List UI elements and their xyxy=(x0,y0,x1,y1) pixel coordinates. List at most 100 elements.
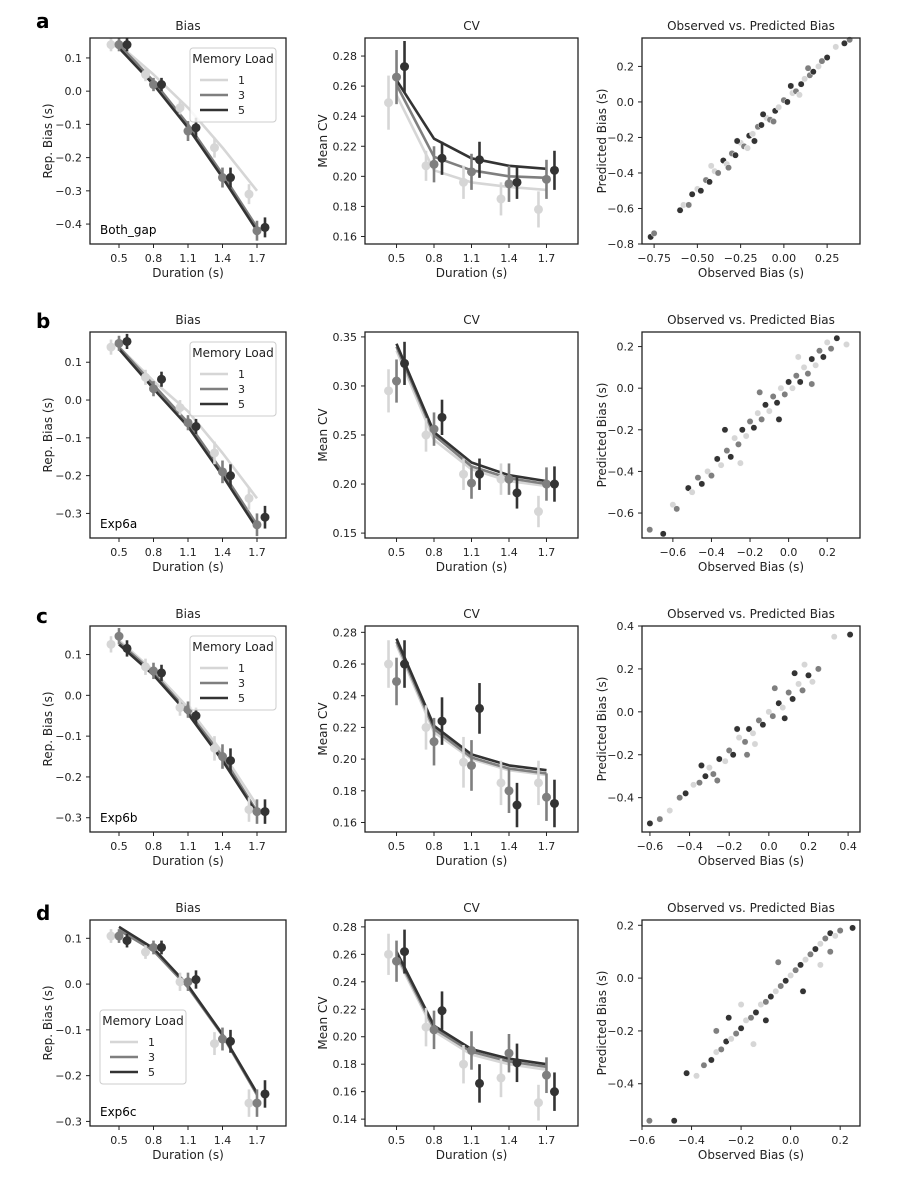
data-point-load-3 xyxy=(504,179,514,189)
scatter-point xyxy=(737,1001,745,1008)
data-point-load-3 xyxy=(467,478,476,488)
data-point-load-3 xyxy=(252,520,262,530)
scatter-point xyxy=(676,794,684,802)
scatter-panel: Observed vs. Predicted Bias 0.2 0.0 −0.2 −0.… xyxy=(595,313,861,574)
legend-box xyxy=(189,635,277,711)
data-point-load-5 xyxy=(122,40,132,50)
scatter-point xyxy=(725,747,733,754)
scatter-point xyxy=(713,455,721,463)
scatter-point xyxy=(731,151,739,159)
data-point-load-1 xyxy=(459,469,468,479)
y-tick-label: 0.1 xyxy=(65,932,83,945)
y-tick-label: 0.26 xyxy=(333,658,358,671)
scatter-point xyxy=(714,169,722,177)
x-tick-label: 1.1 xyxy=(463,1134,481,1147)
plot-frame xyxy=(364,331,579,539)
scatter-point xyxy=(808,355,816,363)
data-point-load-1 xyxy=(141,70,151,80)
y-tick-label: −0.1 xyxy=(55,118,82,131)
data-point-load-5 xyxy=(475,469,484,479)
data-point-load-5 xyxy=(260,222,270,232)
scatter-point xyxy=(646,526,654,534)
scatter-point xyxy=(785,689,793,696)
x-tick-label: 1.7 xyxy=(538,252,556,265)
scatter-point xyxy=(805,671,812,679)
data-point-load-5 xyxy=(475,1078,484,1088)
data-point-load-5 xyxy=(225,471,235,481)
y-tick-label: 0.14 xyxy=(333,1113,358,1126)
scatter-point xyxy=(700,1061,708,1069)
data-point-load-5 xyxy=(400,62,410,72)
scatter-point xyxy=(698,762,705,769)
scatter-point xyxy=(765,407,773,415)
scatter-point xyxy=(767,993,775,1001)
x-axis-label: Duration (s) xyxy=(436,266,508,280)
y-tick-label: −0.3 xyxy=(55,812,82,825)
scatter-point xyxy=(746,418,754,425)
x-tick-label: 0.5 xyxy=(388,1134,406,1147)
data-point-load-5 xyxy=(225,756,235,766)
scatter-point xyxy=(690,781,697,789)
y-tick-label: −0.6 xyxy=(607,202,634,215)
data-point-load-3 xyxy=(541,792,551,802)
scatter-point xyxy=(756,388,764,396)
legend-label: 5 xyxy=(238,104,245,117)
x-tick-label: 1.1 xyxy=(179,1134,197,1147)
scatter-point xyxy=(755,716,763,724)
y-tick-label: 0.22 xyxy=(333,1003,358,1016)
y-axis-label: Mean CV xyxy=(316,114,330,168)
x-axis-label: Duration (s) xyxy=(436,1148,508,1162)
y-tick-label: 0.0 xyxy=(617,96,635,109)
scatter-point xyxy=(666,807,674,814)
scatter-point xyxy=(815,62,822,70)
x-tick-label: −0.2 xyxy=(737,546,764,559)
data-point-load-1 xyxy=(244,189,254,199)
y-tick-label: 0.24 xyxy=(333,690,358,703)
panel-title: CV xyxy=(463,607,480,621)
data-point-load-5 xyxy=(225,173,235,183)
y-tick-label: 0.16 xyxy=(333,1086,358,1099)
scatter-point xyxy=(808,380,816,388)
y-tick-label: 0.18 xyxy=(333,785,358,798)
x-tick-label: −0.75 xyxy=(637,252,671,265)
y-tick-label: 0.20 xyxy=(333,478,358,491)
data-point-load-5 xyxy=(157,374,167,384)
scatter-point xyxy=(656,815,664,823)
data-point-load-3 xyxy=(541,479,551,489)
y-tick-label: 0.25 xyxy=(333,429,358,442)
data-point-load-1 xyxy=(175,403,185,413)
data-point-load-3 xyxy=(467,167,476,177)
data-point-load-5 xyxy=(475,703,484,713)
scatter-point xyxy=(770,118,777,125)
data-point-load-5 xyxy=(512,1058,522,1068)
x-tick-label: −0.4 xyxy=(676,840,703,853)
data-point-load-5 xyxy=(225,1036,235,1046)
x-tick-label: 0.5 xyxy=(388,252,406,265)
legend-box xyxy=(189,47,277,123)
scatter-point xyxy=(733,137,741,145)
scatter-panel: Observed vs. Predicted Bias 0.4 0.2 0.0 −0.2… xyxy=(595,607,861,868)
x-axis-label: Observed Bias (s) xyxy=(698,1148,804,1162)
data-point-load-1 xyxy=(384,386,394,396)
scatter-point xyxy=(709,770,717,778)
plot-frame xyxy=(641,625,861,833)
y-tick-label: 0.1 xyxy=(65,649,83,662)
legend-label: 5 xyxy=(238,692,245,705)
scatter-point xyxy=(688,488,696,496)
legend-label: 5 xyxy=(148,1066,155,1079)
x-tick-label: 1.4 xyxy=(214,840,232,853)
x-tick-label: 0.8 xyxy=(145,1134,163,1147)
scatter-point xyxy=(792,966,800,974)
panel-letter: b xyxy=(36,309,50,333)
scatter-point xyxy=(646,819,654,827)
plot-frame xyxy=(641,37,861,245)
scatter-point xyxy=(846,631,854,639)
scatter-point xyxy=(725,1014,733,1022)
y-axis-label: Mean CV xyxy=(316,408,330,462)
scatter-point xyxy=(771,684,779,692)
data-point-load-3 xyxy=(429,1025,439,1035)
y-tick-label: 0.18 xyxy=(333,200,358,213)
x-tick-label: 1.7 xyxy=(538,1134,556,1147)
legend-label: 1 xyxy=(238,368,245,381)
plot-frame xyxy=(89,331,287,539)
